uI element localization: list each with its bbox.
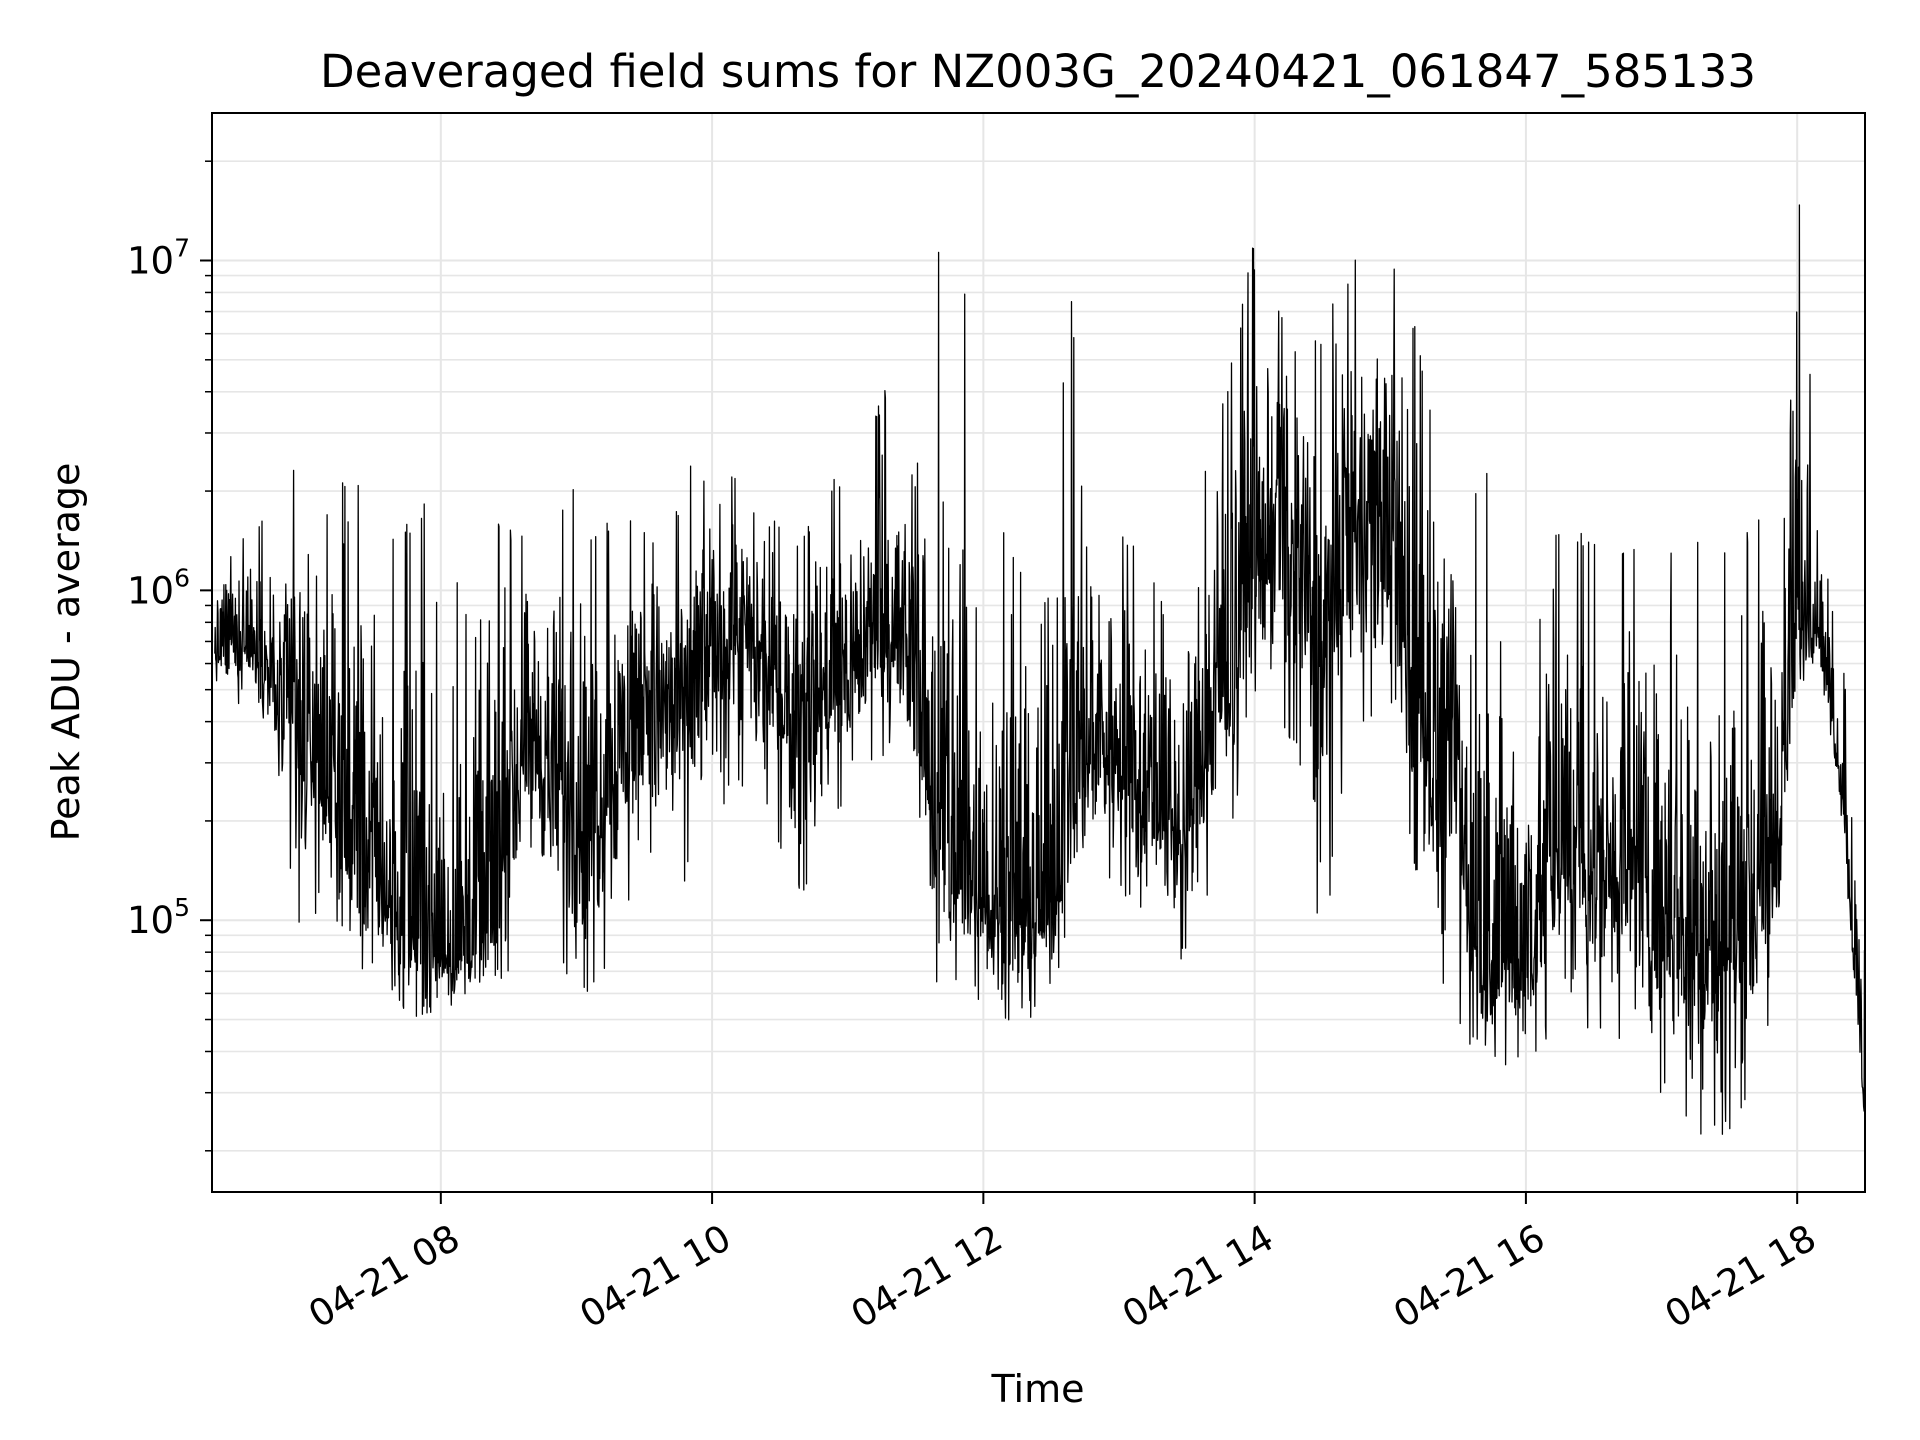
data-series — [214, 204, 1866, 1135]
x-axis-label: Time — [991, 1367, 1085, 1411]
y-tick-label: 107 — [127, 234, 190, 283]
y-tick-label: 105 — [127, 893, 190, 942]
plot-frame — [211, 112, 1866, 1193]
y-tick-label: 106 — [127, 563, 190, 612]
series-line — [214, 204, 1866, 1135]
y-axis-label: Peak ADU - average — [44, 463, 88, 842]
chart-title: Deaveraged field sums for NZ003G_2024042… — [320, 45, 1756, 98]
